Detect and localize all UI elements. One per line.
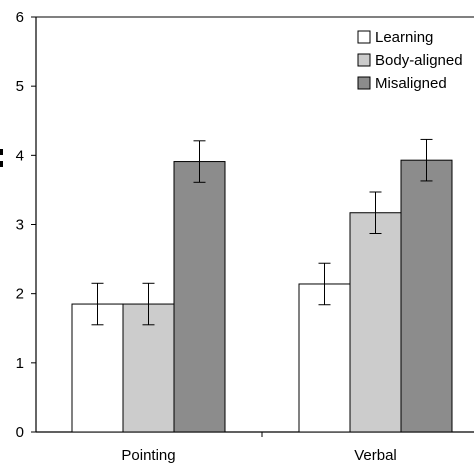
y-tick-label: 3	[16, 217, 24, 234]
bar-misaligned-verbal	[400, 159, 453, 433]
legend-label: Body-aligned	[375, 52, 463, 69]
legend-swatch	[357, 30, 371, 44]
plot-area: 0 1 2 3 4 5 6 Pointing Verbal Learning Body-aligne…	[0, 9, 474, 464]
bar-learning-verbal	[298, 283, 351, 433]
legend-label: Misaligned	[375, 75, 447, 92]
y-tick-label: 6	[16, 9, 24, 26]
bar-body-aligned-pointing	[122, 303, 175, 433]
bar-body-aligned-verbal	[349, 212, 402, 433]
y-tick-label: 5	[16, 78, 24, 95]
y-axis-label-fragment	[0, 161, 3, 167]
legend-swatch	[357, 76, 371, 90]
bar-misaligned-pointing	[173, 161, 226, 433]
y-axis-label-fragment	[0, 149, 3, 155]
y-tick-label: 1	[16, 355, 24, 372]
x-category-label: Verbal	[354, 447, 397, 464]
y-tick-label: 2	[16, 286, 24, 303]
x-category-label: Pointing	[121, 447, 175, 464]
legend-swatch	[357, 53, 371, 67]
y-tick-label: 4	[16, 147, 24, 164]
legend-label: Learning	[375, 29, 433, 46]
y-tick-label: 0	[16, 424, 24, 441]
